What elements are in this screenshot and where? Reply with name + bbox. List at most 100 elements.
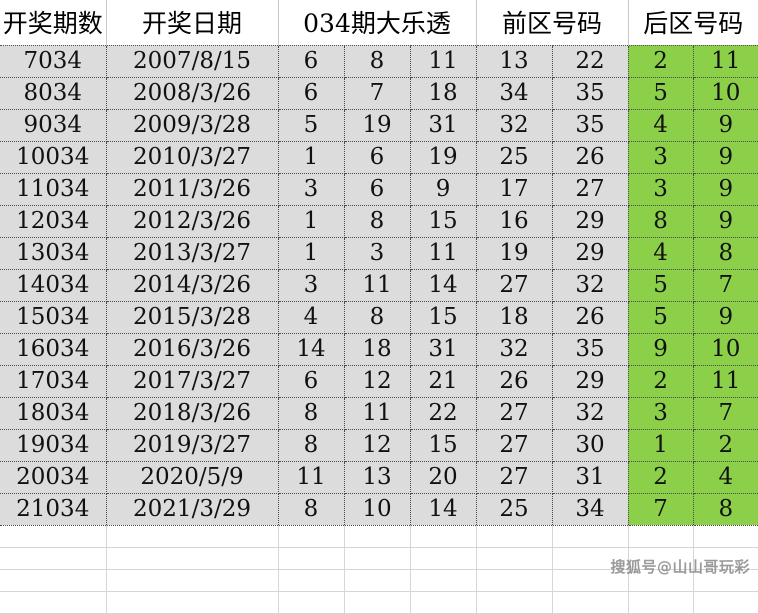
cell-issue: 14034 — [0, 269, 107, 302]
cell-back-number: 4 — [693, 461, 758, 494]
empty-cell — [0, 591, 107, 614]
cell-front-number: 35 — [552, 333, 629, 366]
cell-front-number: 14 — [410, 269, 477, 302]
table-row: 9034 2009/3/28 5 19 31 32 35 4 9 — [0, 109, 758, 142]
table-row: 7034 2007/8/15 6 8 11 13 22 2 11 — [0, 45, 758, 78]
cell-front-number: 34 — [476, 77, 553, 110]
cell-back-number: 2 — [693, 429, 758, 462]
table-header: 开奖期数 开奖日期 034期大乐透 前区号码 后区号码 — [0, 0, 758, 46]
cell-front-number: 6 — [278, 45, 345, 78]
empty-cell — [278, 569, 345, 592]
cell-front-number: 27 — [476, 461, 553, 494]
cell-front-number: 6 — [344, 141, 411, 174]
cell-front-number: 8 — [344, 45, 411, 78]
cell-front-number: 8 — [278, 493, 345, 526]
cell-front-number: 21 — [410, 365, 477, 398]
cell-back-number: 7 — [693, 269, 758, 302]
cell-front-number: 11 — [344, 397, 411, 430]
cell-back-number: 9 — [693, 205, 758, 238]
table-row: 11034 2011/3/26 3 6 9 17 27 3 9 — [0, 173, 758, 206]
cell-front-number: 27 — [476, 269, 553, 302]
cell-issue: 9034 — [0, 109, 107, 142]
cell-front-number: 32 — [552, 397, 629, 430]
cell-front-number: 6 — [278, 77, 345, 110]
empty-row — [0, 569, 758, 592]
empty-cell — [552, 547, 629, 570]
empty-cell — [476, 569, 553, 592]
cell-front-number: 35 — [552, 109, 629, 142]
table-row: 21034 2021/3/29 8 10 14 25 34 7 8 — [0, 493, 758, 526]
table-row: 17034 2017/3/27 6 12 21 26 29 2 11 — [0, 365, 758, 398]
cell-date: 2015/3/28 — [106, 301, 279, 334]
table-row: 20034 2020/5/9 11 13 20 27 31 2 4 — [0, 461, 758, 494]
cell-issue: 17034 — [0, 365, 107, 398]
cell-date: 2021/3/29 — [106, 493, 279, 526]
table-row: 16034 2016/3/26 14 18 31 32 35 9 10 — [0, 333, 758, 366]
empty-cell — [410, 591, 477, 614]
cell-back-number: 9 — [693, 301, 758, 334]
cell-front-number: 34 — [552, 493, 629, 526]
cell-issue: 19034 — [0, 429, 107, 462]
empty-cell — [693, 525, 758, 548]
cell-back-number: 9 — [628, 333, 694, 366]
cell-front-number: 29 — [552, 237, 629, 270]
cell-front-number: 3 — [278, 269, 345, 302]
cell-back-number: 7 — [628, 493, 694, 526]
empty-cell — [552, 591, 629, 614]
empty-cell — [344, 525, 411, 548]
empty-cell — [106, 591, 279, 614]
cell-back-number: 5 — [628, 269, 694, 302]
empty-cell — [476, 547, 553, 570]
cell-front-number: 11 — [344, 269, 411, 302]
cell-front-number: 14 — [410, 493, 477, 526]
cell-front-number: 11 — [410, 237, 477, 270]
cell-front-number: 11 — [278, 461, 345, 494]
cell-back-number: 1 — [628, 429, 694, 462]
empty-cell — [628, 525, 694, 548]
empty-cell — [344, 547, 411, 570]
cell-date: 2012/3/26 — [106, 205, 279, 238]
cell-front-number: 12 — [344, 365, 411, 398]
empty-cell — [476, 591, 553, 614]
cell-front-number: 15 — [410, 301, 477, 334]
table-row: 12034 2012/3/26 1 8 15 16 29 8 9 — [0, 205, 758, 238]
cell-back-number: 10 — [693, 333, 758, 366]
empty-cell — [476, 525, 553, 548]
cell-front-number: 15 — [410, 429, 477, 462]
cell-issue: 10034 — [0, 141, 107, 174]
empty-cell — [410, 525, 477, 548]
cell-issue: 8034 — [0, 77, 107, 110]
empty-cell — [693, 547, 758, 570]
cell-front-number: 8 — [278, 429, 345, 462]
empty-cell — [278, 591, 345, 614]
header-cell-issue: 开奖期数 — [0, 0, 107, 46]
empty-cell — [552, 525, 629, 548]
cell-back-number: 2 — [628, 45, 694, 78]
cell-issue: 15034 — [0, 301, 107, 334]
empty-row — [0, 547, 758, 570]
table-row: 8034 2008/3/26 6 7 18 34 35 5 10 — [0, 77, 758, 110]
cell-front-number: 22 — [410, 397, 477, 430]
cell-front-number: 35 — [552, 77, 629, 110]
cell-date: 2020/5/9 — [106, 461, 279, 494]
cell-front-number: 5 — [278, 109, 345, 142]
cell-back-number: 3 — [628, 397, 694, 430]
cell-back-number: 2 — [628, 365, 694, 398]
empty-cell — [0, 525, 107, 548]
cell-back-number: 3 — [628, 141, 694, 174]
cell-front-number: 13 — [476, 45, 553, 78]
cell-front-number: 32 — [476, 333, 553, 366]
cell-front-number: 25 — [476, 493, 553, 526]
cell-back-number: 4 — [628, 237, 694, 270]
watermark-text: 搜狐号@山山哥玩彩 — [610, 558, 750, 576]
empty-row — [0, 525, 758, 548]
cell-back-number: 9 — [693, 173, 758, 206]
cell-date: 2009/3/28 — [106, 109, 279, 142]
cell-back-number: 9 — [693, 141, 758, 174]
empty-cell — [628, 591, 694, 614]
empty-cell — [278, 525, 345, 548]
cell-front-number: 13 — [344, 461, 411, 494]
cell-back-number: 4 — [628, 109, 694, 142]
